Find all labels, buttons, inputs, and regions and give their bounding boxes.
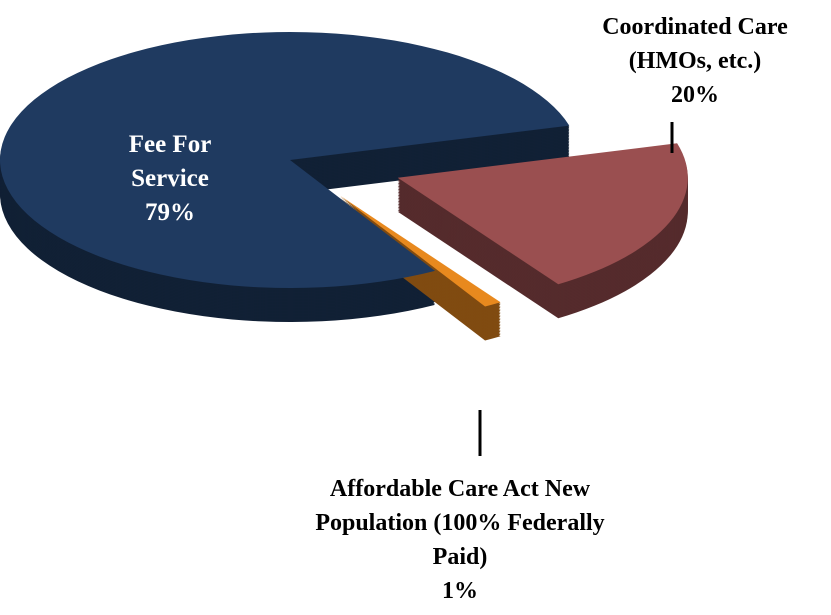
pie-slice xyxy=(0,32,570,288)
pie-slice xyxy=(340,195,501,307)
category-label: Affordable Care Act New Population (100%… xyxy=(315,476,605,570)
pie-slice xyxy=(397,143,688,285)
value-label: 79% xyxy=(145,199,195,226)
value-label: 1% xyxy=(442,578,478,604)
category-label: Fee For Service xyxy=(128,131,212,192)
slice-label: Affordable Care Act New Population (100%… xyxy=(290,472,630,608)
slice-label: Coordinated Care (HMOs, etc.) 20% xyxy=(555,10,831,112)
value-label: 20% xyxy=(671,82,719,108)
slice-label: Fee For Service 79% xyxy=(95,128,245,230)
category-label: Coordinated Care (HMOs, etc.) xyxy=(602,14,788,74)
